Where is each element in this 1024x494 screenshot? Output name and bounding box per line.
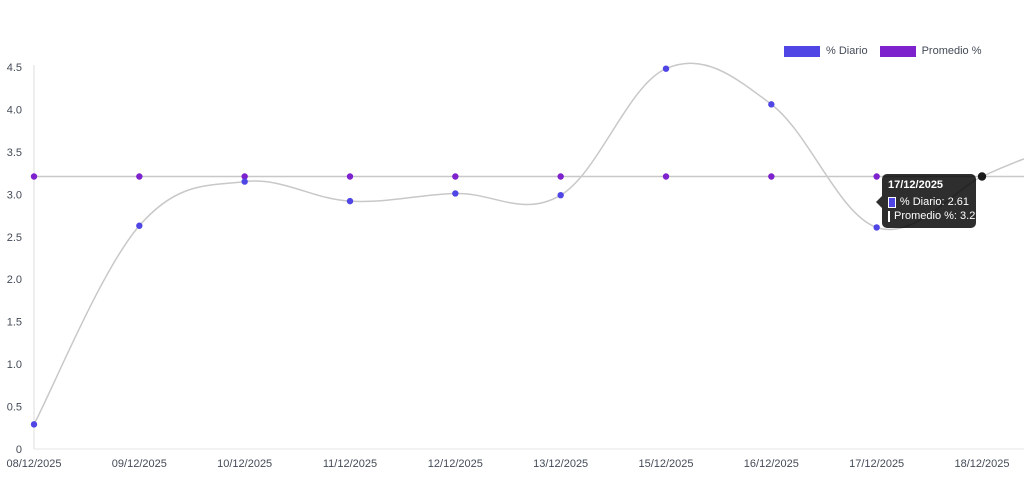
tooltip-label-promedio: Promedio %: 3.21: [894, 210, 982, 222]
y-tick-label: 3.0: [7, 189, 22, 201]
x-tick-label: 16/12/2025: [744, 458, 799, 470]
x-tick-label: 12/12/2025: [428, 458, 483, 470]
y-tick-label: 4.5: [7, 62, 22, 74]
data-point-promedio[interactable]: [873, 173, 880, 180]
tooltip-row-promedio: Promedio %: 3.21: [888, 210, 981, 222]
data-point-promedio[interactable]: [662, 173, 670, 180]
data-point-diario[interactable]: [241, 178, 248, 185]
data-point-promedio[interactable]: [557, 173, 564, 180]
x-tick-label: 18/12/2025: [954, 458, 1009, 470]
data-point-promedio[interactable]: [136, 173, 143, 180]
chart-tooltip: 17/12/2025 % Diario: 2.61 Promedio %: 3.…: [876, 174, 981, 228]
x-tick-label: 10/12/2025: [217, 458, 272, 470]
y-tick-label: 0: [16, 444, 22, 456]
tooltip-swatch-diario: [888, 196, 896, 208]
x-tick-label: 11/12/2025: [323, 458, 377, 470]
data-point-promedio[interactable]: [346, 173, 354, 180]
data-point-promedio[interactable]: [30, 173, 38, 180]
legend-swatch-promedio: [879, 45, 916, 57]
legend-item-diario[interactable]: % Diario: [784, 45, 868, 57]
data-point-promedio[interactable]: [241, 173, 248, 180]
y-tick-label: 4.0: [7, 104, 22, 116]
y-tick-label: 0.5: [7, 402, 22, 414]
tooltip-swatch-promedio: [888, 210, 890, 222]
data-point-diario[interactable]: [873, 224, 880, 231]
y-tick-label: 2.0: [7, 274, 22, 286]
y-tick-label: 3.5: [7, 147, 22, 159]
data-point-promedio[interactable]: [768, 173, 775, 180]
chart-legend: % Diario Promedio %: [784, 45, 986, 57]
x-tick-label: 15/12/2025: [638, 458, 693, 470]
data-point-diario[interactable]: [557, 191, 564, 199]
tooltip-row-diario: % Diario: 2.61: [888, 196, 969, 208]
x-tick-label: 08/12/2025: [6, 458, 61, 470]
legend-swatch-diario: [784, 45, 820, 57]
x-tick-label: 17/12/2025: [849, 458, 904, 470]
x-tick-label: 09/12/2025: [112, 458, 167, 470]
data-point-diario[interactable]: [452, 190, 459, 197]
tooltip-label-diario: % Diario: 2.61: [899, 196, 969, 208]
y-tick-label: 1.0: [7, 359, 22, 371]
legend-item-promedio[interactable]: Promedio %: [879, 45, 982, 57]
data-point-diario[interactable]: [30, 421, 38, 428]
tooltip-title: 17/12/2025: [888, 179, 944, 191]
data-point-diario[interactable]: [662, 65, 670, 72]
y-tick-label: 2.5: [7, 232, 22, 244]
data-point-diario[interactable]: [346, 197, 354, 205]
data-point-diario[interactable]: [768, 101, 775, 108]
legend-label-promedio: Promedio %: [921, 45, 982, 57]
x-tick-label: 13/12/2025: [533, 458, 588, 470]
data-point-diario[interactable]: [977, 172, 987, 181]
y-tick-label: 1.5: [7, 317, 22, 329]
series-line-diario: [33, 62, 1024, 425]
data-point-promedio[interactable]: [452, 173, 459, 180]
data-point-diario[interactable]: [136, 222, 143, 229]
legend-label-diario: % Diario: [826, 45, 868, 57]
